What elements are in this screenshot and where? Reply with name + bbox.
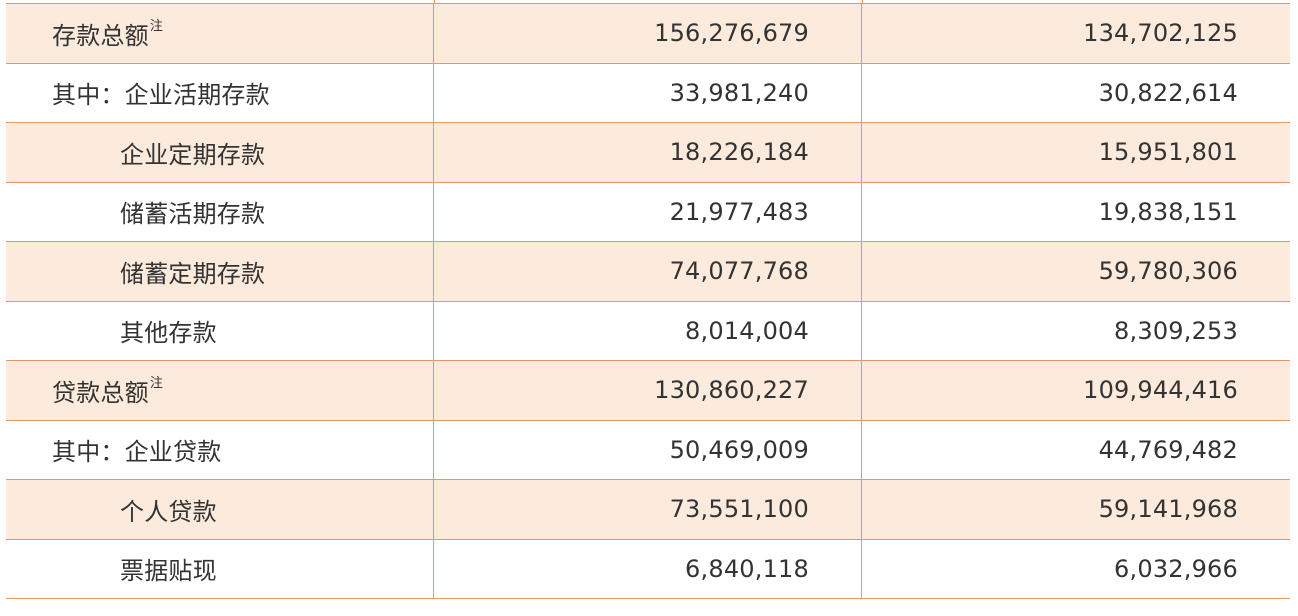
table-row: 其中：企业贷款 50,469,009 44,769,482: [6, 420, 1290, 480]
row-label: 其他存款: [120, 319, 217, 348]
row-label-cell: 个人贷款: [6, 480, 434, 539]
row-label-cell: 储蓄定期存款: [6, 242, 434, 301]
row-label-cell: 票据贴现: [6, 539, 434, 598]
table-row: 企业定期存款 18,226,184 15,951,801: [6, 123, 1290, 183]
row-label-cell: 其他存款: [6, 301, 434, 360]
value-cell-col2: 109,944,416: [1083, 376, 1238, 405]
row-label-cell: 其中：企业贷款: [6, 420, 434, 479]
value-cell-col2: 6,032,966: [1114, 554, 1238, 583]
value-cell-col2: 44,769,482: [1098, 435, 1238, 464]
value-cell-col1: 8,014,004: [434, 301, 862, 360]
value-cell-col1: 18,226,184: [434, 123, 862, 182]
value-cell-col2: 30,822,614: [1098, 78, 1238, 107]
value-cell-col2: 59,780,306: [1098, 257, 1238, 286]
row-label-cell: 储蓄活期存款: [6, 182, 434, 241]
value-cell-col2: 59,141,968: [1098, 495, 1238, 524]
table-row: 其他存款 8,014,004 8,309,253: [6, 301, 1290, 361]
value-cell-col1: 73,551,100: [434, 480, 862, 539]
value-cell-col2: 15,951,801: [1098, 138, 1238, 167]
column-divider-tick: [434, 0, 435, 3]
value-cell-col1: 6,840,118: [434, 539, 862, 598]
table-top-edge: [6, 0, 1290, 3]
value-cell-col1: 21,977,483: [434, 182, 862, 241]
table-row: 其中：企业活期存款 33,981,240 30,822,614: [6, 63, 1290, 123]
value-cell-col2: 19,838,151: [1098, 197, 1238, 226]
value-cell-col1: 50,469,009: [434, 420, 862, 479]
table-row: 存款总额注 156,276,679 134,702,125: [6, 4, 1290, 64]
row-label: 其中：企业贷款: [52, 438, 222, 467]
row-label-cell: 其中：企业活期存款: [6, 63, 434, 122]
row-label: 储蓄定期存款: [120, 259, 266, 288]
row-label: 其中：企业活期存款: [52, 81, 270, 110]
value-cell-col1: 156,276,679: [434, 4, 862, 63]
footnote-marker: 注: [149, 18, 164, 34]
table-row: 储蓄活期存款 21,977,483 19,838,151: [6, 182, 1290, 242]
row-label-cell: 存款总额注: [6, 4, 434, 63]
value-cell-col1: 33,981,240: [434, 63, 862, 122]
row-label: 储蓄活期存款: [120, 200, 266, 229]
footnote-marker: 注: [149, 375, 164, 391]
table-row: 储蓄定期存款 74,077,768 59,780,306: [6, 242, 1290, 302]
financial-data-table: 存款总额注 156,276,679 134,702,125 其中：企业活期存款 …: [6, 3, 1290, 599]
value-cell-col2: 8,309,253: [1114, 316, 1238, 345]
column-divider-tick: [862, 0, 863, 3]
row-label: 存款总额: [52, 21, 149, 50]
row-label: 企业定期存款: [120, 140, 266, 169]
table-row: 贷款总额注 130,860,227 109,944,416: [6, 361, 1290, 421]
row-label: 票据贴现: [120, 557, 217, 586]
value-cell-col2: 134,702,125: [1083, 19, 1238, 48]
row-label-cell: 企业定期存款: [6, 123, 434, 182]
table-row: 票据贴现 6,840,118 6,032,966: [6, 539, 1290, 599]
value-cell-col1: 130,860,227: [434, 361, 862, 420]
row-label-cell: 贷款总额注: [6, 361, 434, 420]
value-cell-col1: 74,077,768: [434, 242, 862, 301]
row-label: 个人贷款: [120, 497, 217, 526]
row-label: 贷款总额: [52, 378, 149, 407]
table-row: 个人贷款 73,551,100 59,141,968: [6, 480, 1290, 540]
